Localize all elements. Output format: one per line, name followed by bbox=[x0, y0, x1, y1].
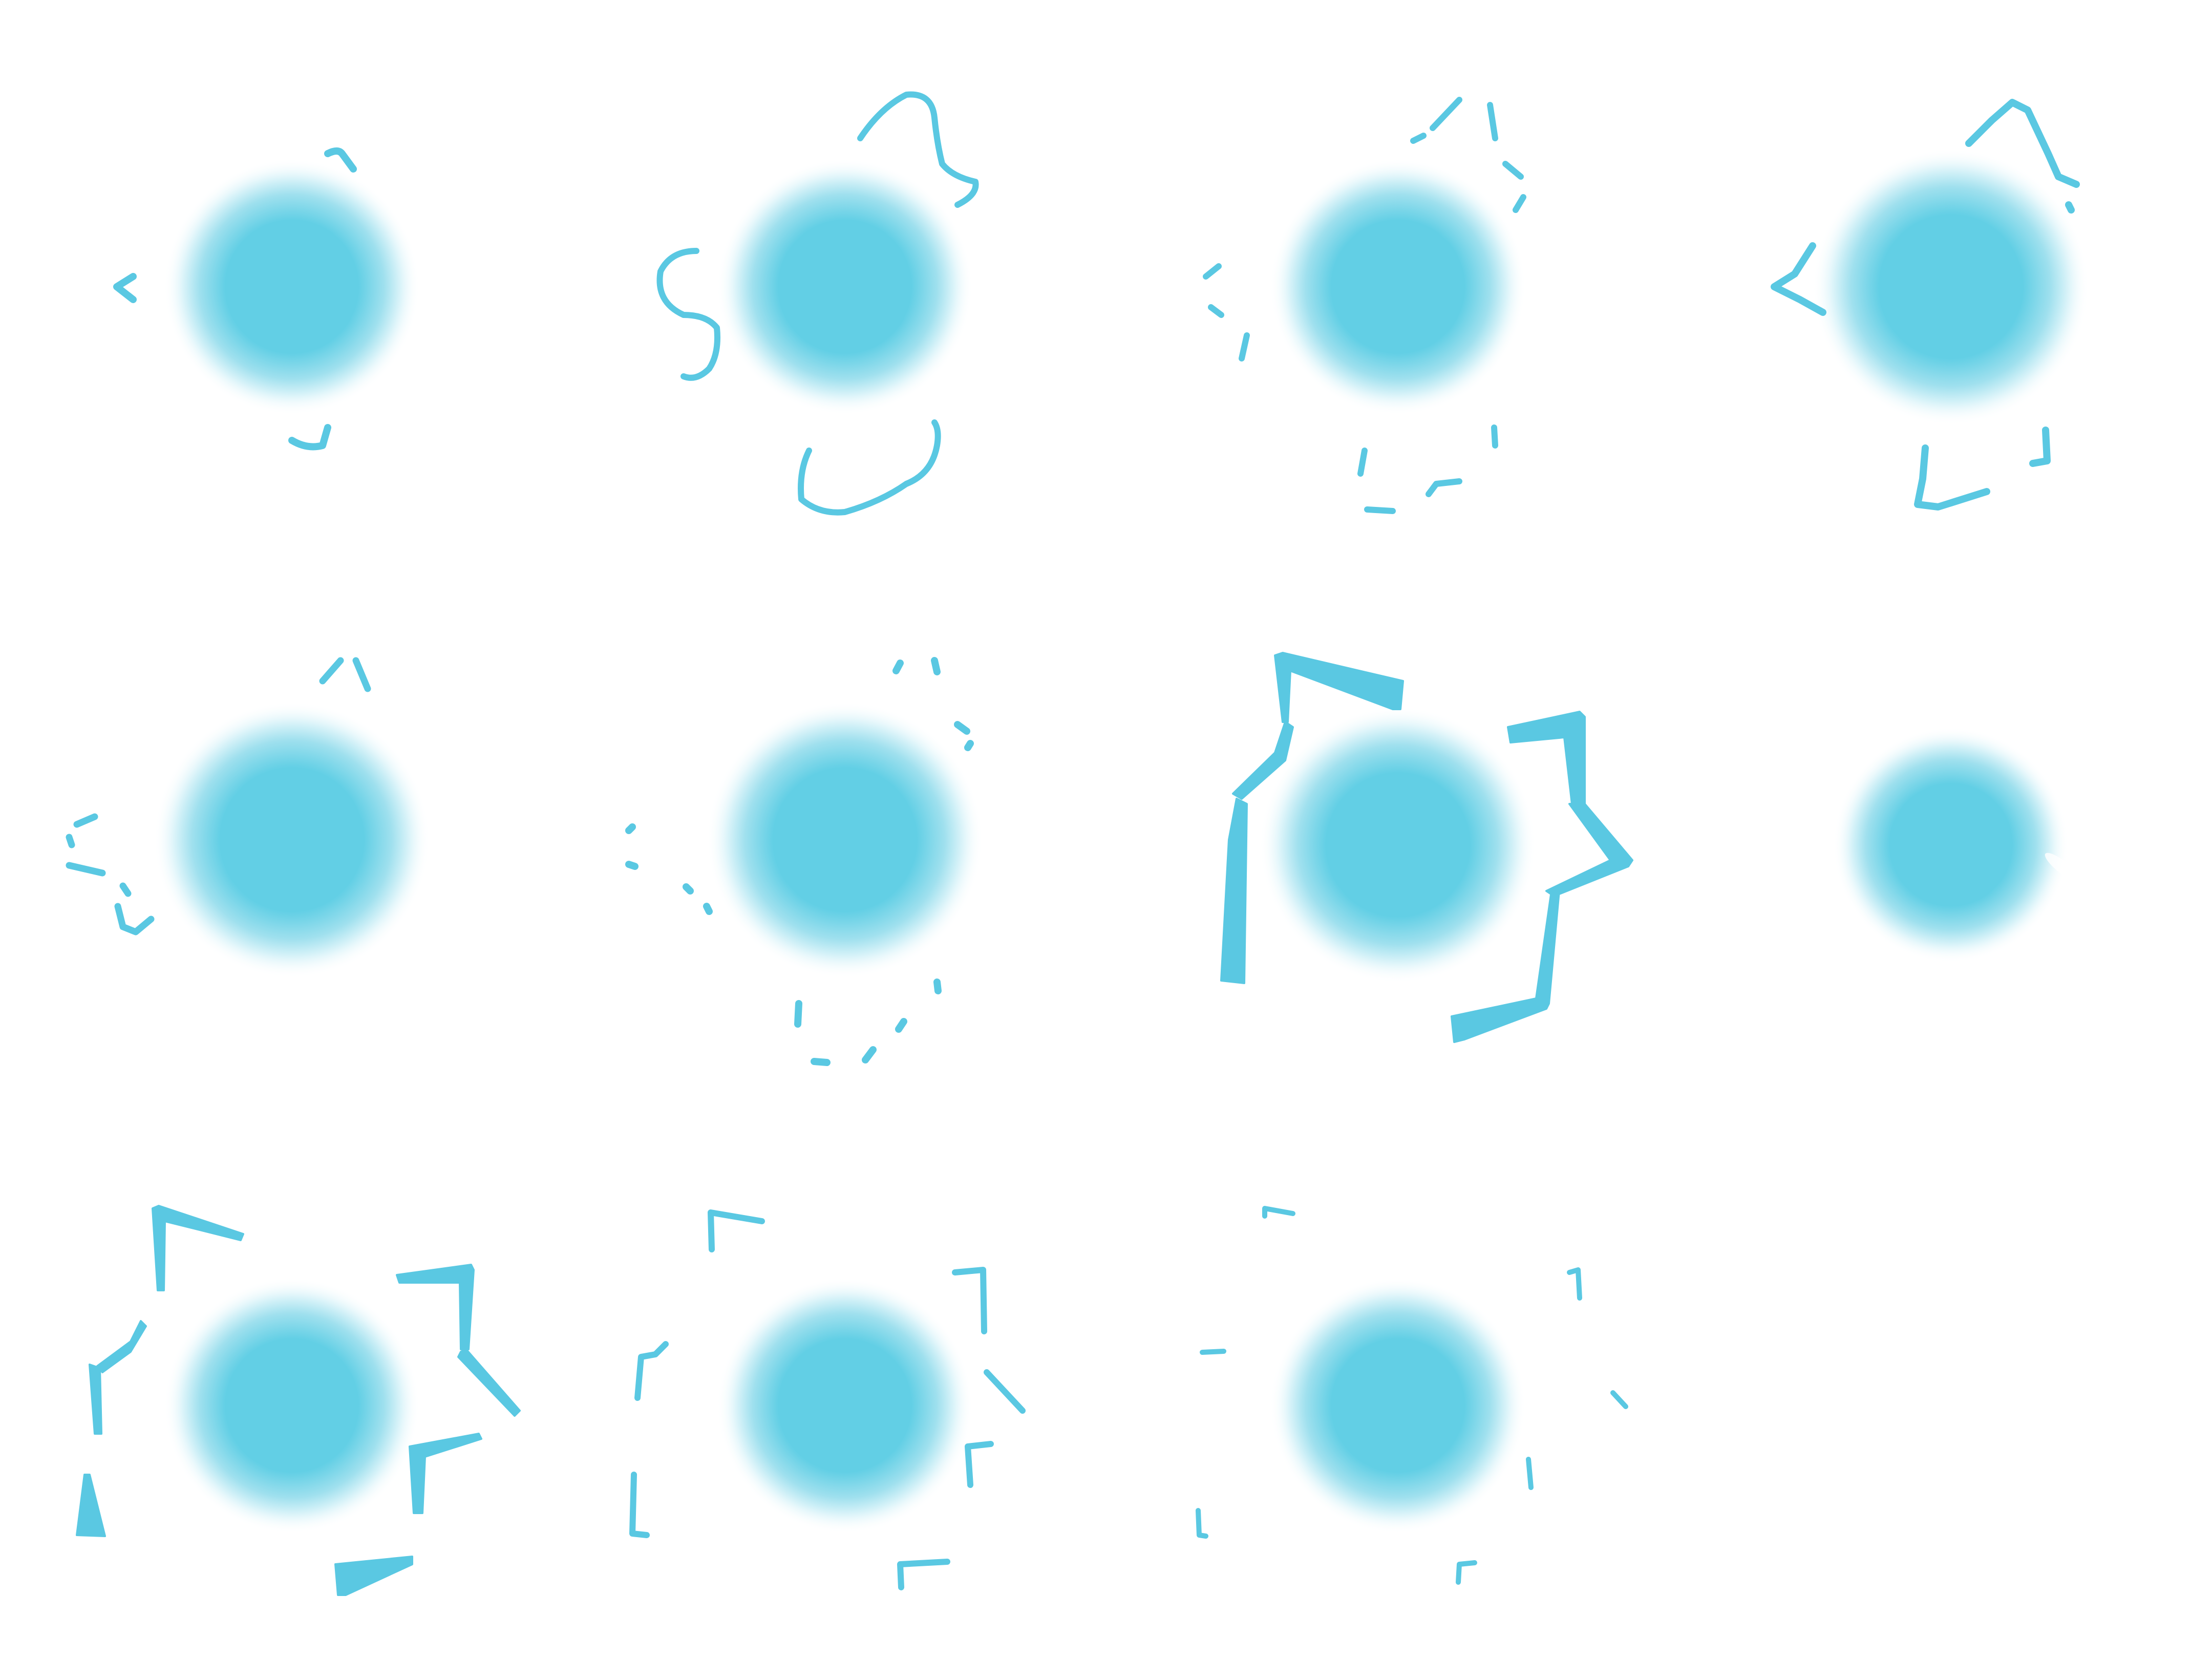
dot-stroke bbox=[625, 823, 636, 834]
fragment-shard bbox=[152, 1205, 244, 1291]
dash-stroke bbox=[1502, 161, 1524, 180]
dot-stroke bbox=[954, 721, 970, 735]
swirl-stroke-left bbox=[656, 248, 720, 381]
dash-stroke bbox=[1410, 133, 1427, 144]
frame-4-orb-chevron-sparks bbox=[1659, 0, 2212, 553]
glow-orb bbox=[1833, 727, 2069, 963]
frame-9-orb-starburst-fragments bbox=[0, 1106, 553, 1659]
glow-orb bbox=[1270, 159, 1526, 415]
spark-stroke bbox=[73, 813, 98, 828]
frame-1-orb-small-sparks bbox=[0, 0, 553, 553]
chevron-stroke-bottom bbox=[1914, 444, 1990, 511]
dash-stroke bbox=[794, 1000, 802, 1028]
fragment-stroke bbox=[965, 1441, 994, 1488]
glow-orb bbox=[154, 701, 430, 978]
dash-stroke bbox=[895, 1018, 907, 1033]
spark-stroke-bottom bbox=[288, 424, 331, 451]
dot-stroke bbox=[625, 861, 639, 870]
starburst-shard-left bbox=[1220, 798, 1248, 984]
spark-stroke bbox=[352, 657, 371, 692]
chevron-stroke-top bbox=[1965, 99, 2080, 188]
glow-orb bbox=[164, 1278, 420, 1534]
frame-5-orb-faint-sparks bbox=[0, 553, 553, 1106]
fragment-shard bbox=[334, 1556, 413, 1596]
highlight-glint bbox=[2045, 853, 2082, 883]
fragment-shard bbox=[76, 1474, 106, 1537]
glow-orb bbox=[164, 159, 420, 415]
dash-stroke bbox=[1208, 304, 1224, 318]
frame-10-orb-thin-fragments bbox=[553, 1106, 1106, 1659]
frame-6-orb-dot-trail bbox=[553, 553, 1106, 1106]
spark-stroke-top bbox=[324, 147, 357, 173]
fragment-stroke bbox=[1526, 1457, 1534, 1490]
fragment-stroke bbox=[708, 1209, 765, 1252]
fragment-stroke bbox=[1456, 1560, 1477, 1585]
dash-stroke bbox=[1487, 102, 1498, 141]
dash-stroke bbox=[1513, 194, 1526, 213]
dot-stroke bbox=[931, 657, 941, 675]
fragment-shard bbox=[457, 1348, 521, 1417]
frame-8-orb-only bbox=[1659, 553, 2212, 1106]
dash-stroke bbox=[1430, 97, 1462, 131]
fragment-stroke bbox=[629, 1472, 650, 1538]
chevron-stroke-left bbox=[1771, 242, 1826, 316]
dash-stroke bbox=[1491, 424, 1498, 449]
corner-stroke bbox=[2029, 427, 2051, 467]
swirl-stroke-top bbox=[857, 91, 979, 208]
dash-stroke bbox=[1364, 506, 1396, 514]
dot-stroke bbox=[892, 660, 904, 674]
fragment-shard bbox=[409, 1433, 482, 1514]
frame-7-orb-bold-starburst bbox=[1106, 553, 1659, 1106]
dash-stroke bbox=[811, 1058, 831, 1066]
fragment-stroke bbox=[1610, 1390, 1628, 1409]
fragment-shard bbox=[89, 1364, 102, 1435]
glow-orb bbox=[717, 159, 973, 415]
fragment-stroke bbox=[984, 1369, 1026, 1414]
starburst-shard-bottom bbox=[1451, 890, 1560, 1043]
glow-orb bbox=[717, 1278, 973, 1534]
spark-stroke bbox=[319, 657, 344, 685]
swirl-stroke-bottom bbox=[798, 419, 941, 516]
dot-stroke bbox=[964, 740, 974, 751]
dot-stroke bbox=[683, 883, 694, 895]
dash-stroke bbox=[933, 979, 942, 994]
starburst-shard-upper-left bbox=[1232, 721, 1294, 800]
spark-stroke bbox=[66, 834, 75, 848]
glow-orb bbox=[707, 701, 983, 978]
fragment-stroke bbox=[1262, 1206, 1295, 1219]
spark-stroke bbox=[119, 882, 132, 897]
frame-12-empty bbox=[1659, 1106, 2212, 1659]
dash-stroke bbox=[1239, 332, 1250, 361]
glow-orb bbox=[1260, 707, 1536, 983]
fragment-stroke bbox=[1196, 1508, 1208, 1539]
frame-11-orb-tiny-fragments bbox=[1106, 1106, 1659, 1659]
fragment-stroke bbox=[1567, 1267, 1582, 1301]
dash-stroke bbox=[862, 1046, 877, 1064]
glow-orb bbox=[1813, 148, 2089, 425]
dash-stroke bbox=[1203, 263, 1222, 280]
spark-stroke bbox=[66, 862, 106, 877]
fragment-stroke bbox=[952, 1267, 987, 1334]
fragment-stroke bbox=[897, 1559, 950, 1590]
spark-stroke-left bbox=[113, 273, 137, 303]
glow-orb bbox=[1270, 1278, 1526, 1534]
fragment-shard bbox=[96, 1320, 147, 1373]
dot-stroke bbox=[703, 903, 713, 915]
fragment-shard bbox=[396, 1264, 475, 1350]
dash-stroke bbox=[1357, 448, 1368, 477]
frame-2-orb-curly-swirls bbox=[553, 0, 1106, 553]
spark-stroke bbox=[114, 903, 155, 935]
starburst-shard-right-point bbox=[1545, 803, 1633, 897]
frame-3-orb-dashed-swirls bbox=[1106, 0, 1659, 553]
fragment-stroke bbox=[634, 1341, 669, 1401]
dash-stroke bbox=[1426, 478, 1462, 497]
dot-stroke bbox=[2065, 201, 2075, 214]
fragment-stroke bbox=[1200, 1349, 1226, 1355]
